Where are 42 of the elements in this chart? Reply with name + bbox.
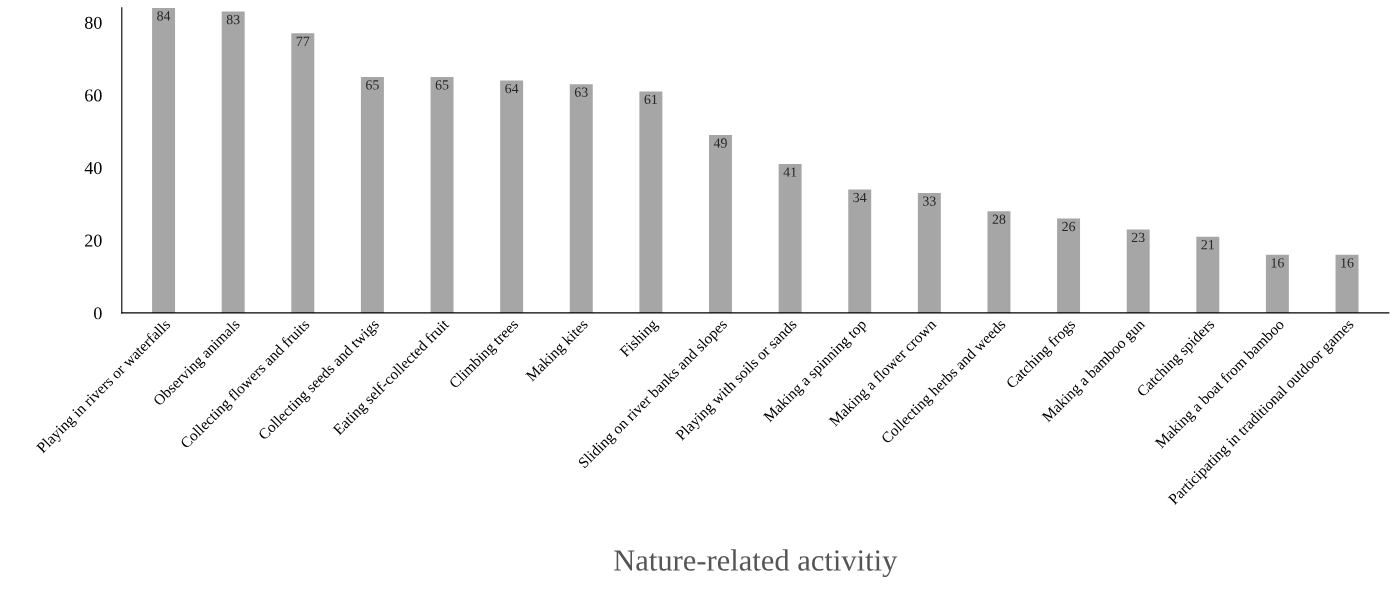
y-tick-label: 0 <box>94 307 102 320</box>
bar <box>360 76 384 313</box>
y-tick-label: 80 <box>84 16 102 29</box>
bar <box>1196 236 1220 313</box>
data-label: 84 <box>157 11 171 21</box>
data-label: 49 <box>713 138 727 148</box>
bar <box>917 193 941 313</box>
data-label: 63 <box>574 87 588 97</box>
bar <box>152 7 176 313</box>
bar <box>1126 229 1150 313</box>
y-tick-label: 60 <box>85 89 102 102</box>
bar <box>1335 254 1359 313</box>
data-label: 16 <box>1341 258 1354 268</box>
data-label: 21 <box>1201 240 1214 250</box>
y-tick-label: 40 <box>84 161 102 175</box>
data-label: 28 <box>992 214 1006 224</box>
data-label: 26 <box>1062 221 1076 232</box>
data-label: 64 <box>505 83 519 94</box>
bar <box>639 91 663 313</box>
bar <box>778 164 802 313</box>
bar <box>569 84 593 313</box>
bar <box>1265 254 1289 313</box>
data-label: 34 <box>853 192 867 203</box>
bar <box>709 135 732 313</box>
data-label: 65 <box>366 80 379 90</box>
bar <box>1057 218 1081 313</box>
data-label: 23 <box>1131 232 1145 243</box>
bar <box>430 76 454 313</box>
bar <box>987 211 1011 313</box>
data-label: 16 <box>1271 258 1284 268</box>
bar <box>291 33 315 313</box>
data-label: 41 <box>783 167 797 177</box>
bar <box>221 11 245 313</box>
bar <box>848 189 872 313</box>
data-label: 77 <box>296 36 310 46</box>
data-label: 83 <box>226 14 240 25</box>
data-label: 65 <box>435 80 449 90</box>
y-tick-label: 20 <box>85 234 102 247</box>
x-axis-title: Nature-related activitiy <box>614 549 898 578</box>
bar <box>500 80 524 313</box>
data-label: 33 <box>923 196 936 206</box>
data-label: 61 <box>644 94 657 105</box>
